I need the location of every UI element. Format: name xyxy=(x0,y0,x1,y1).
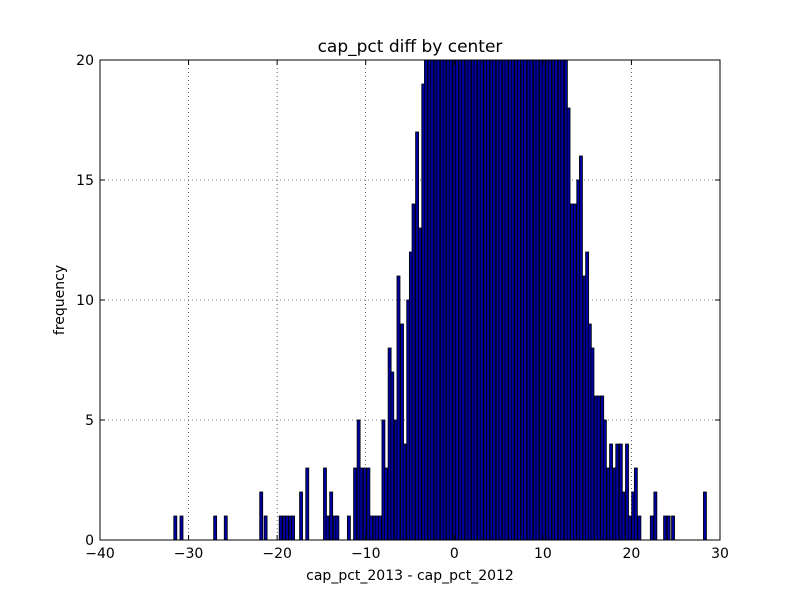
histogram-bar xyxy=(492,59,497,541)
histogram-bar xyxy=(329,491,334,541)
y-tick-label: 15 xyxy=(76,173,94,189)
histogram-bar xyxy=(523,59,528,541)
histogram-bar xyxy=(566,107,571,541)
histogram-bar xyxy=(390,371,395,541)
histogram-bar xyxy=(359,467,364,541)
axis-ticks xyxy=(99,59,721,541)
histogram-bar xyxy=(223,515,228,541)
histogram-bar xyxy=(362,467,367,541)
histogram-bar xyxy=(455,59,459,541)
x-tick-label: 0 xyxy=(450,546,459,562)
histogram-bar xyxy=(671,515,675,541)
histogram-bar xyxy=(609,443,613,541)
histogram-bar xyxy=(179,515,184,541)
y-tick-label: 0 xyxy=(85,533,94,549)
histogram-bar xyxy=(461,59,466,541)
y-tick-labels: 0 5 10 15 20 xyxy=(76,53,94,549)
histogram-bar xyxy=(548,59,552,541)
histogram-bar xyxy=(377,515,382,541)
histogram-bar xyxy=(259,491,264,541)
histogram-bar xyxy=(278,515,283,541)
histogram-bar xyxy=(637,515,642,541)
y-tick-label: 20 xyxy=(76,53,94,69)
histogram-bar xyxy=(486,59,490,541)
x-tick-label: −10 xyxy=(351,546,381,562)
x-tick-label: −40 xyxy=(85,546,115,562)
histogram-bar xyxy=(335,515,340,541)
histogram-bar xyxy=(666,515,671,541)
histogram-bar xyxy=(442,59,447,541)
histogram-bar xyxy=(479,59,484,541)
histogram-bar xyxy=(529,59,534,541)
x-tick-label: 20 xyxy=(623,546,641,562)
histogram-bar xyxy=(703,491,707,541)
histogram-bar xyxy=(299,491,303,541)
histogram-bar xyxy=(325,515,330,541)
y-tick-label: 10 xyxy=(76,293,94,309)
histogram-bar xyxy=(369,515,373,541)
histogram-bar xyxy=(517,59,521,541)
histogram-bar xyxy=(504,59,509,541)
x-tick-label: 30 xyxy=(711,546,729,562)
histogram-bar xyxy=(572,203,577,541)
histogram-bar xyxy=(615,443,620,541)
y-tick-label: 5 xyxy=(85,413,94,429)
histogram-bar xyxy=(498,59,503,541)
x-tick-label: −20 xyxy=(262,546,292,562)
histogram-bar xyxy=(411,203,416,541)
histogram-bar xyxy=(510,59,515,541)
histogram-bar xyxy=(649,515,654,541)
chart-title: cap_pct diff by center xyxy=(318,37,503,57)
histogram-bar xyxy=(396,275,401,541)
histogram-bar xyxy=(596,395,601,541)
histogram-bar xyxy=(291,515,295,541)
histogram-bar xyxy=(473,59,478,541)
histogram-bar xyxy=(284,515,289,541)
histogram-bar xyxy=(305,467,310,541)
histogram-bar xyxy=(602,419,607,541)
histogram-bar xyxy=(663,515,667,541)
histogram-bar xyxy=(627,515,632,541)
histogram-bar xyxy=(535,59,540,541)
histogram-bar xyxy=(541,59,546,541)
x-tick-labels: −40 −30 −20 −10 0 10 20 30 xyxy=(85,546,729,562)
histogram-bar xyxy=(384,467,388,541)
histogram-bar xyxy=(554,59,559,541)
y-axis-title: frequency xyxy=(52,265,68,335)
x-tick-label: −30 xyxy=(174,546,204,562)
histogram-bar xyxy=(590,347,595,541)
histogram-bar xyxy=(633,467,638,541)
histogram-bar xyxy=(173,515,178,541)
histogram-bar xyxy=(346,515,351,541)
x-axis-title: cap_pct_2013 - cap_pct_2012 xyxy=(306,568,514,584)
histogram-bar xyxy=(353,467,357,541)
histogram-bar xyxy=(467,59,472,541)
histogram-bar xyxy=(263,515,268,541)
histogram-bar xyxy=(430,59,435,541)
histogram-bar xyxy=(560,59,565,541)
histogram-bar xyxy=(424,59,428,541)
histogram-bar xyxy=(579,155,583,541)
histogram-bar xyxy=(653,491,658,541)
histogram-bar xyxy=(448,59,453,541)
histogram-bar xyxy=(621,491,626,541)
histogram-bar xyxy=(417,227,422,541)
histogram-bar xyxy=(213,515,218,541)
x-tick-label: 10 xyxy=(534,546,552,562)
histogram-bar xyxy=(436,59,441,541)
histogram-bar xyxy=(402,443,407,541)
